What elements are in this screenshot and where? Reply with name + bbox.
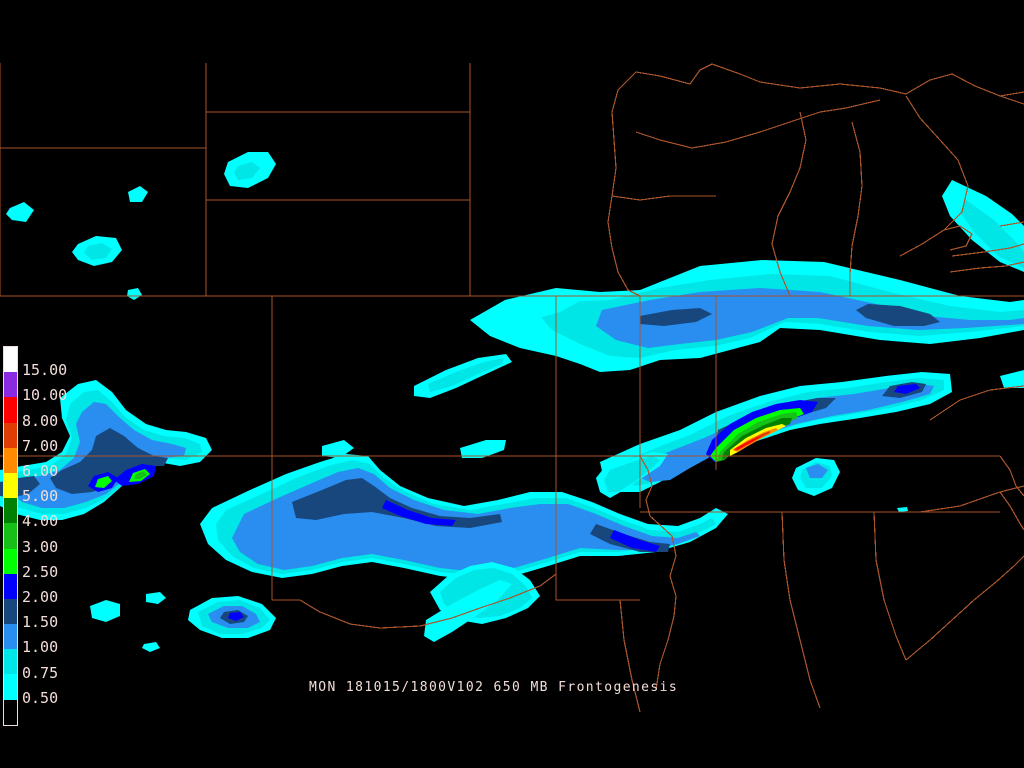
contour-level-0p75-np4: [84, 243, 112, 260]
colorbar-band-1p50: [4, 598, 17, 625]
colorbar-band-8p00: [4, 397, 17, 423]
colorbar-band-1p00: [4, 624, 17, 650]
colorbar-band-3p00: [4, 523, 17, 549]
contour-level-1p00: [634, 384, 934, 482]
border-wi-il-w: [611, 195, 716, 201]
contour-level-0p75-ia1: [428, 358, 504, 392]
border-ar-ms-river: [639, 455, 677, 691]
border-va-nc-e: [999, 455, 1024, 497]
contour-level-0p50-np3: [6, 202, 34, 222]
colorbar-band-0p50: [4, 674, 17, 700]
contour-level-0p50-s4: [142, 642, 160, 652]
lake-huron-shore: [899, 95, 969, 257]
colorbar-labels: 15.00 10.00 8.00 7.00 6.00 5.00 4.00 3.00 2.50 2.…: [22, 346, 82, 726]
contour-level-1p50: [50, 428, 168, 494]
contour-level-0p50-s2: [90, 600, 120, 622]
colorbar-label-7p00: 7.00: [22, 436, 59, 455]
contour-level-0p50-m2: [1000, 370, 1024, 388]
colorbar-band-0p75: [4, 649, 17, 675]
contour-level-0p50-link: [424, 580, 512, 642]
colorbar-band-7p00: [4, 422, 17, 448]
colorbar-label-10p00: 10.00: [22, 386, 68, 405]
contour-level-0p50-m1: [322, 440, 354, 458]
colorbar-label-2p00: 2.00: [22, 588, 59, 606]
contour-level-2p00: [894, 384, 920, 394]
colorbar-label-5p00: 5.00: [22, 487, 59, 506]
lake-ontario: [999, 221, 1024, 227]
border-ms-al: [781, 511, 821, 709]
contour-level-0p50-np5: [127, 288, 142, 300]
border-ky-va: [929, 385, 1024, 421]
colorbar-band-5p00: [4, 472, 17, 499]
border-tx-ok-s: [272, 573, 557, 629]
contour-level-0p50-np2: [128, 186, 148, 202]
product-caption: MON 181015/1800V102 650 MB Frontogenesis: [309, 680, 679, 695]
contour-level-1p00: [596, 288, 1024, 348]
contour-level-2p00: [382, 500, 456, 526]
colorbar-label-1p00: 1.00: [22, 638, 59, 657]
contour-level-0p50-ia3: [460, 440, 506, 458]
border-nc-sc: [999, 491, 1024, 531]
contour-region-ohio-valley: [470, 180, 1024, 372]
contour-level-2p00-s1: [228, 612, 244, 621]
contour-region-kentucky-core: [596, 372, 952, 498]
contour-region-misc-cells: [322, 370, 1024, 458]
border-ny-north: [999, 91, 1024, 97]
colorbar-label-8p00: 8.00: [22, 411, 59, 430]
state-boundary-layer: [0, 63, 1024, 713]
contour-level-0p50-s3: [146, 592, 166, 604]
contour-level-1p50: [856, 304, 940, 326]
lake-erie-south: [949, 261, 1024, 273]
colorbar-band-4p00: [4, 498, 17, 524]
colorbar-label-4p00: 4.00: [22, 512, 59, 531]
colorbar-label-0p75: 0.75: [22, 663, 59, 682]
contour-level-8p00-core: [736, 436, 762, 450]
colorbar-band-10p00: [4, 372, 17, 398]
contour-region-northern-plains: [6, 152, 578, 458]
frontogenesis-contour-layer: [0, 152, 1024, 652]
contour-level-0p50-ia2: [510, 296, 578, 320]
contour-level-0p75-east: [960, 200, 1024, 268]
contour-level-1p50-b: [640, 308, 712, 326]
colorbar-band-2p50: [4, 548, 17, 574]
colorbar-label-2p50: 2.50: [22, 562, 59, 581]
contour-level-1p00: [806, 464, 828, 478]
colorbar-band-below: [4, 699, 17, 725]
contour-region-tennessee-cell: [792, 458, 908, 512]
colorbar-label-6p00: 6.00: [22, 462, 59, 480]
lake-michigan-west: [771, 111, 807, 297]
contour-region-four-corners: [0, 380, 276, 652]
lake-superior-shore: [635, 63, 1024, 105]
border-al-ga: [873, 511, 907, 661]
lake-michigan-east: [849, 121, 863, 296]
border-tn-nc: [919, 485, 1024, 513]
colorbar-label-3p00: 3.00: [22, 537, 59, 556]
contour-level-3p00: [134, 471, 147, 479]
michigan-thumb: [943, 225, 973, 251]
michigan-up-south: [635, 99, 881, 149]
colorbar-band-6p00: [4, 447, 17, 473]
colorbar-label-0p50: 0.50: [22, 688, 59, 707]
lake-erie-north: [951, 243, 1024, 257]
contour-level-0p75-tail: [604, 456, 660, 492]
border-ga-sc: [905, 555, 1024, 661]
border-la-ms: [619, 599, 641, 713]
colorbar-label-15p00: 15.00: [22, 361, 68, 380]
contour-level-0p75-np1: [234, 162, 260, 180]
contour-level-2p00-b: [610, 530, 660, 552]
colorbar-label-1p50: 1.50: [22, 613, 59, 632]
contour-level-2p50-b: [95, 476, 112, 488]
contour-region-southern-plains: [200, 454, 728, 642]
colorbar-band-15p00p: [4, 347, 17, 373]
border-wi-west: [607, 195, 641, 297]
contour-level-1p50: [292, 478, 502, 528]
border-mn-wi: [611, 71, 637, 197]
contour-level-0p50-tiny: [897, 507, 908, 512]
colorbar: [3, 346, 18, 726]
colorbar-band-2p00: [4, 573, 17, 599]
